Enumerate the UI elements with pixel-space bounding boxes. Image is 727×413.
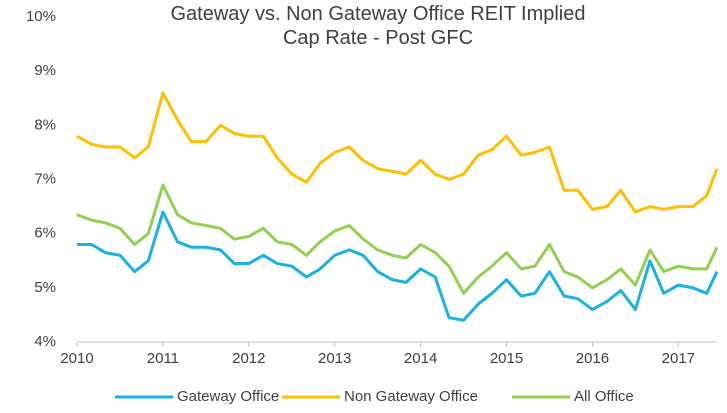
x-tick-label: 2011 xyxy=(147,350,179,367)
legend-label: All Office xyxy=(574,388,634,405)
legend-label: Non Gateway Office xyxy=(344,388,478,405)
line-series xyxy=(76,91,719,214)
x-tick-label: 2016 xyxy=(576,350,609,367)
x-tick-label: 2013 xyxy=(318,350,351,367)
line-series xyxy=(76,183,719,295)
x-tick-label: 2017 xyxy=(662,350,695,367)
y-tick-label: 6% xyxy=(34,225,56,242)
x-tick-label: 2014 xyxy=(404,350,437,367)
chart-title: Gateway vs. Non Gateway Office REIT Impl… xyxy=(170,3,586,49)
x-tick-label: 2010 xyxy=(60,350,93,367)
x-tick-label: 2012 xyxy=(232,350,265,367)
y-tick-label: 5% xyxy=(34,279,56,296)
x-tick-label: 2015 xyxy=(490,350,523,367)
y-tick-label: 4% xyxy=(34,333,56,350)
line-series xyxy=(77,210,719,322)
legend-label: Gateway Office xyxy=(177,388,279,405)
y-tick-label: 10% xyxy=(26,8,56,25)
y-tick-label: 8% xyxy=(34,116,56,133)
y-tick-label: 7% xyxy=(34,170,56,187)
y-tick-label: 9% xyxy=(34,62,56,79)
